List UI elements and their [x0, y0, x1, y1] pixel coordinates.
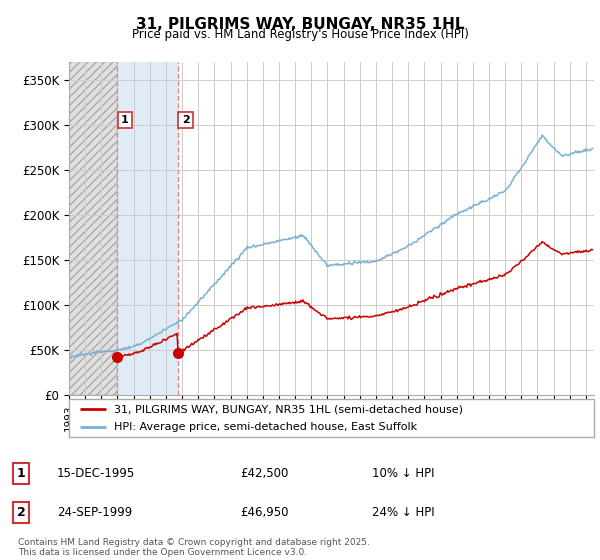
Text: 10% ↓ HPI: 10% ↓ HPI [372, 466, 434, 480]
Text: £42,500: £42,500 [240, 466, 289, 480]
Text: 24-SEP-1999: 24-SEP-1999 [57, 506, 132, 519]
Text: £46,950: £46,950 [240, 506, 289, 519]
Text: 2: 2 [182, 115, 190, 125]
Text: 1: 1 [17, 466, 25, 480]
Text: 31, PILGRIMS WAY, BUNGAY, NR35 1HL (semi-detached house): 31, PILGRIMS WAY, BUNGAY, NR35 1HL (semi… [113, 404, 463, 414]
Text: 1: 1 [121, 115, 128, 125]
Text: Contains HM Land Registry data © Crown copyright and database right 2025.
This d: Contains HM Land Registry data © Crown c… [18, 538, 370, 557]
Text: 24% ↓ HPI: 24% ↓ HPI [372, 506, 434, 519]
Text: 15-DEC-1995: 15-DEC-1995 [57, 466, 135, 480]
Text: 31, PILGRIMS WAY, BUNGAY, NR35 1HL: 31, PILGRIMS WAY, BUNGAY, NR35 1HL [136, 17, 464, 32]
Text: 2: 2 [17, 506, 25, 519]
Text: HPI: Average price, semi-detached house, East Suffolk: HPI: Average price, semi-detached house,… [113, 422, 417, 432]
Text: Price paid vs. HM Land Registry's House Price Index (HPI): Price paid vs. HM Land Registry's House … [131, 28, 469, 41]
